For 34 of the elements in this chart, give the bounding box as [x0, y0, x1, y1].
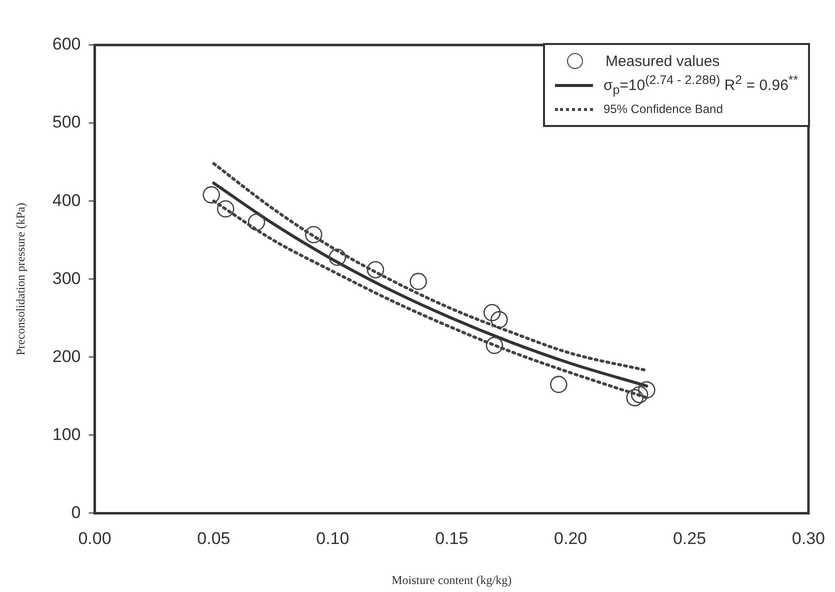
point	[486, 336, 504, 354]
y-tick-label: 100	[52, 424, 81, 444]
x-tick-label: 0.05	[197, 529, 230, 548]
point	[216, 200, 234, 218]
point	[630, 386, 648, 404]
point	[366, 261, 384, 278]
legend-label: σ$_{p}$=10$^{(2.74 - 2.28θ)}$ R$^{2}$ = 0.96$^{**}$	[603, 73, 798, 97]
point	[304, 226, 322, 244]
point	[490, 311, 508, 328]
line-series	[212, 162, 648, 372]
x-tick-label: 0.10	[316, 529, 350, 548]
point	[248, 213, 266, 231]
x-tick-label: 0.20	[554, 529, 588, 548]
y-tick-label: 400	[52, 190, 81, 210]
point	[638, 381, 656, 399]
point	[202, 186, 220, 204]
x-tick-label: 0.30	[792, 529, 826, 548]
x-tick-label: 0.25	[672, 529, 706, 548]
point	[410, 272, 427, 290]
y-axis-title: Preconsolidation pressure (kPa)	[13, 202, 28, 356]
y-tick-label: 300	[52, 268, 81, 288]
x-tick-label: 0.15	[435, 529, 468, 548]
x-axis-title: Moisture content (kg/kg)	[392, 572, 512, 587]
x-tick-label: 0.00	[78, 529, 112, 548]
legend-label: 95% Confidence Band	[603, 102, 723, 116]
point	[328, 248, 346, 266]
legend-label: Measured values	[605, 52, 720, 70]
y-tick-label: 600	[52, 34, 81, 54]
point	[550, 376, 568, 394]
y-tick-label: 500	[52, 112, 81, 132]
point	[626, 389, 644, 406]
point	[483, 304, 501, 322]
y-tick-label: 0	[71, 502, 81, 522]
y-tick-label: 200	[52, 346, 81, 366]
